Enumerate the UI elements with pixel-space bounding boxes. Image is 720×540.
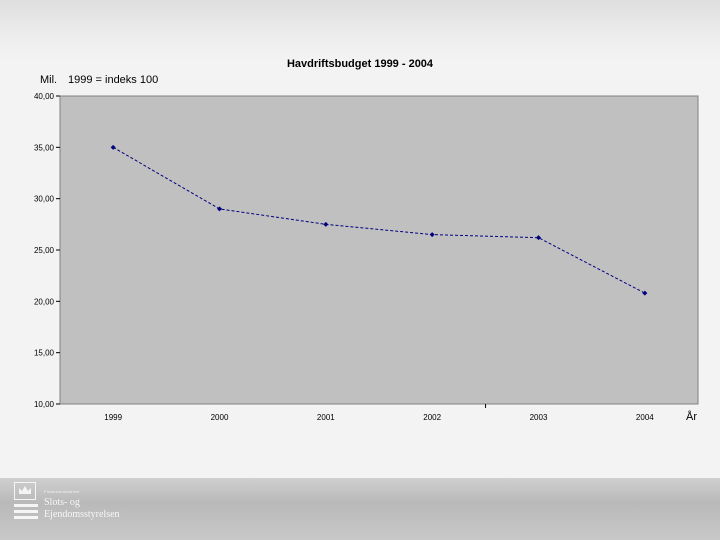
logo-bar — [14, 504, 38, 507]
x-tick-label: 2001 — [317, 413, 335, 422]
agency-logo: Finansministeriet Slots- og Ejendomsstyr… — [14, 482, 174, 532]
y-tick-label: 15,00 — [34, 349, 55, 358]
data-point — [642, 290, 648, 296]
y-tick-label: 40,00 — [34, 92, 55, 101]
y-tick-label: 35,00 — [34, 143, 55, 152]
logo-bar — [14, 516, 38, 519]
data-point — [323, 221, 329, 227]
x-tick-label: 2000 — [211, 413, 229, 422]
x-axis-title: År — [686, 411, 697, 423]
data-markers — [110, 144, 648, 296]
ministry-name: Finansministeriet — [44, 489, 80, 494]
data-point — [536, 235, 541, 241]
y-tick-label: 20,00 — [34, 297, 55, 306]
x-tick-label: 2002 — [423, 413, 441, 422]
agency-name-line1: Slots- og — [44, 497, 80, 508]
x-tick-label: 2003 — [530, 413, 548, 422]
x-axis: 1999 2000 2001 2002 2003 2004 — [104, 404, 654, 422]
agency-name-line2: Ejendomsstyrelsen — [44, 509, 120, 520]
index-label: 1999 = indeks 100 — [68, 74, 159, 86]
series-line — [112, 146, 646, 294]
unit-label: Mil. — [40, 74, 58, 86]
y-tick-label: 10,00 — [34, 400, 55, 409]
x-tick-label: 2004 — [636, 413, 654, 422]
background-footer-band — [0, 478, 720, 540]
data-point — [217, 206, 222, 212]
y-axis: 40,00 35,00 30,00 25,00 20,00 15,00 10,00 — [34, 92, 60, 409]
data-point — [110, 144, 116, 150]
y-tick-label: 25,00 — [34, 246, 55, 255]
background-top — [0, 0, 720, 60]
chart-title: Havdriftsbudget 1999 - 2004 — [286, 58, 434, 70]
logo-bar — [14, 510, 38, 513]
data-point — [429, 232, 435, 238]
crown-icon — [14, 482, 36, 500]
x-tick-label: 1999 — [104, 413, 122, 422]
y-tick-label: 30,00 — [34, 195, 55, 204]
plot-area — [59, 95, 699, 405]
